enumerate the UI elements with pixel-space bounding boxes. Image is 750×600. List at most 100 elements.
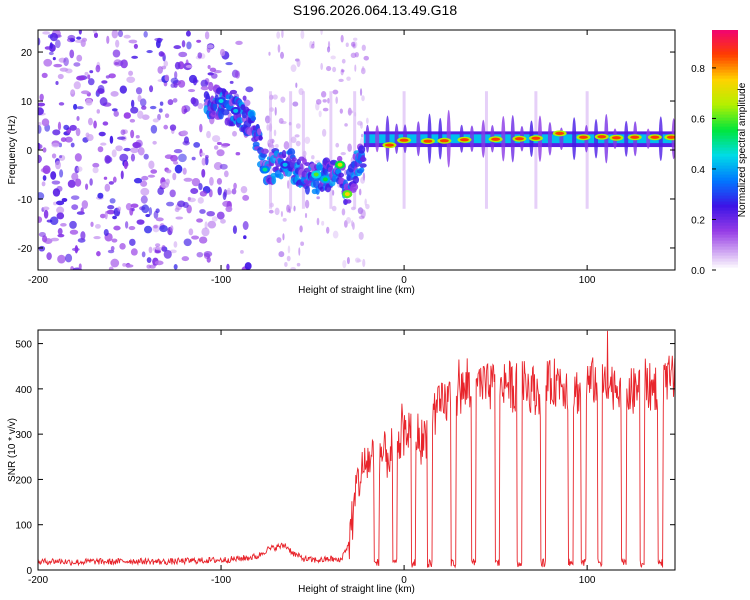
colorbar-cell [712,81,738,85]
colorbar-cell [712,237,738,241]
noise-blob [97,192,104,199]
noise-blob [222,200,232,208]
noise-blob [38,122,42,126]
noise-blob [300,241,305,246]
colorbar-cell [712,150,738,154]
noise-blob [42,206,50,211]
noise-blob [152,118,159,123]
noise-blob [268,209,274,214]
noise-blob [63,124,70,130]
noise-blob [57,227,63,235]
noise-blob [49,32,59,42]
noise-blob [346,76,351,81]
noise-blob [242,95,247,101]
noise-blob [103,176,108,180]
ridge-core [282,162,288,167]
noise-blob [64,136,73,143]
noise-blob [356,259,362,263]
noise-blob [359,88,363,96]
noise-blob [52,56,56,61]
noise-blob [150,169,158,174]
noise-blob [358,231,364,240]
colorbar-cell [712,90,738,94]
noise-blob [340,34,344,43]
noise-blob [198,236,208,244]
noise-blob [326,226,330,234]
noise-blob [38,102,46,107]
noise-blob [74,245,79,254]
noise-blob [155,217,164,222]
noise-blob [39,93,44,101]
noise-blob [41,72,48,78]
noise-blob [129,118,136,123]
noise-blob [232,225,237,234]
streak [329,91,333,209]
band-spike [375,125,380,153]
colorbar-cell [712,234,738,238]
y-axis-label: Frequency (Hz) [7,116,18,185]
x-axis-label: Height of straight line (km) [298,584,415,595]
noise-blob [50,171,57,180]
colorbar-tick-label: 0.6 [691,114,705,125]
noise-blob [177,200,186,208]
noise-blob [104,211,108,220]
colorbar-cell [712,189,738,193]
noise-blob [198,183,203,191]
band-spike [624,120,629,157]
noise-blob [143,225,153,234]
noise-blob [233,182,237,190]
noise-blob [282,233,285,241]
noise-blob [92,167,99,174]
noise-blob [235,70,241,79]
noise-blob [146,264,152,269]
ridge-blob [258,134,263,141]
colorbar-label: Normalized spectral amplitude [737,82,748,217]
noise-blob [276,31,281,39]
noise-blob [266,124,270,131]
noise-blob [103,228,109,236]
snr-series-line [38,330,675,569]
band-core [423,139,433,143]
noise-blob [117,30,124,38]
colorbar-cell [712,45,738,49]
noise-blob [265,118,269,124]
noise-blob [89,70,94,74]
noise-blob [204,154,209,159]
x-tick-label: -200 [28,575,48,586]
noise-blob [49,42,53,50]
noise-blob [56,206,65,215]
noise-blob [172,172,177,181]
noise-blob [183,238,192,247]
noise-blob [125,264,134,268]
noise-blob [220,143,229,148]
noise-blob [38,125,42,134]
noise-blob [181,256,190,262]
noise-blob [163,60,169,67]
noise-blob [130,153,136,162]
noise-blob [155,243,161,248]
noise-blob [183,136,190,144]
ridge-blob [256,128,262,136]
noise-blob [115,39,120,48]
noise-blob [296,262,301,267]
noise-blob [229,89,238,95]
noise-blob [38,192,45,200]
noise-blob [170,77,179,84]
noise-blob [342,259,347,269]
band-core [666,135,675,139]
ridge-blob [358,167,365,173]
band-core [491,137,501,141]
ridge-blob [259,153,268,158]
noise-blob [130,147,139,154]
noise-blob [43,58,53,67]
noise-blob [172,98,178,103]
noise-blob [199,190,207,197]
noise-blob [354,64,357,72]
colorbar-cell [712,222,738,226]
noise-blob [315,98,322,105]
noise-blob [290,136,297,144]
noise-blob [204,221,208,230]
colorbar-cell [712,75,738,79]
colorbar-cell [712,204,738,208]
streak [353,91,357,209]
